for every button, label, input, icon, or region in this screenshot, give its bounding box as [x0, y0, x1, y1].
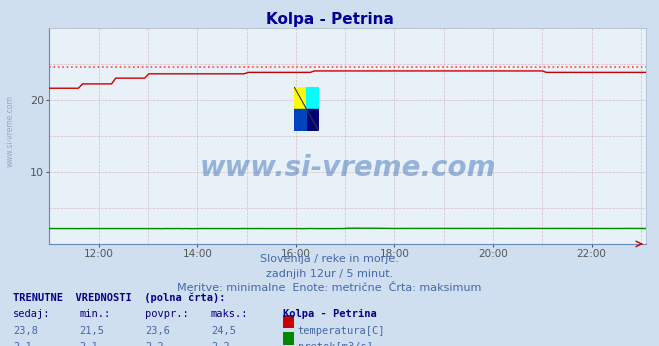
Text: temperatura[C]: temperatura[C]	[298, 326, 386, 336]
Text: 23,8: 23,8	[13, 326, 38, 336]
Text: sedaj:: sedaj:	[13, 309, 51, 319]
Text: www.si-vreme.com: www.si-vreme.com	[200, 154, 496, 182]
Text: 21,5: 21,5	[79, 326, 104, 336]
Bar	[306, 86, 319, 109]
Text: Meritve: minimalne  Enote: metrične  Črta: maksimum: Meritve: minimalne Enote: metrične Črta:…	[177, 283, 482, 293]
Text: Slovenija / reke in morje.: Slovenija / reke in morje.	[260, 254, 399, 264]
Text: zadnjih 12ur / 5 minut.: zadnjih 12ur / 5 minut.	[266, 269, 393, 279]
Text: TRENUTNE  VREDNOSTI  (polna črta):: TRENUTNE VREDNOSTI (polna črta):	[13, 292, 225, 303]
Bar	[294, 86, 306, 109]
Text: 23,6: 23,6	[145, 326, 170, 336]
Text: 2,1: 2,1	[79, 342, 98, 346]
Text: povpr.:: povpr.:	[145, 309, 188, 319]
Text: maks.:: maks.:	[211, 309, 248, 319]
Text: www.si-vreme.com: www.si-vreme.com	[5, 95, 14, 167]
Bar	[294, 109, 306, 131]
Text: 2,1: 2,1	[13, 342, 32, 346]
Text: Kolpa - Petrina: Kolpa - Petrina	[266, 12, 393, 27]
Text: pretok[m3/s]: pretok[m3/s]	[298, 342, 373, 346]
Bar	[306, 109, 319, 131]
Text: 24,5: 24,5	[211, 326, 236, 336]
Text: 2,2: 2,2	[145, 342, 163, 346]
Text: 2,2: 2,2	[211, 342, 229, 346]
Text: Kolpa - Petrina: Kolpa - Petrina	[283, 309, 377, 319]
Text: min.:: min.:	[79, 309, 110, 319]
